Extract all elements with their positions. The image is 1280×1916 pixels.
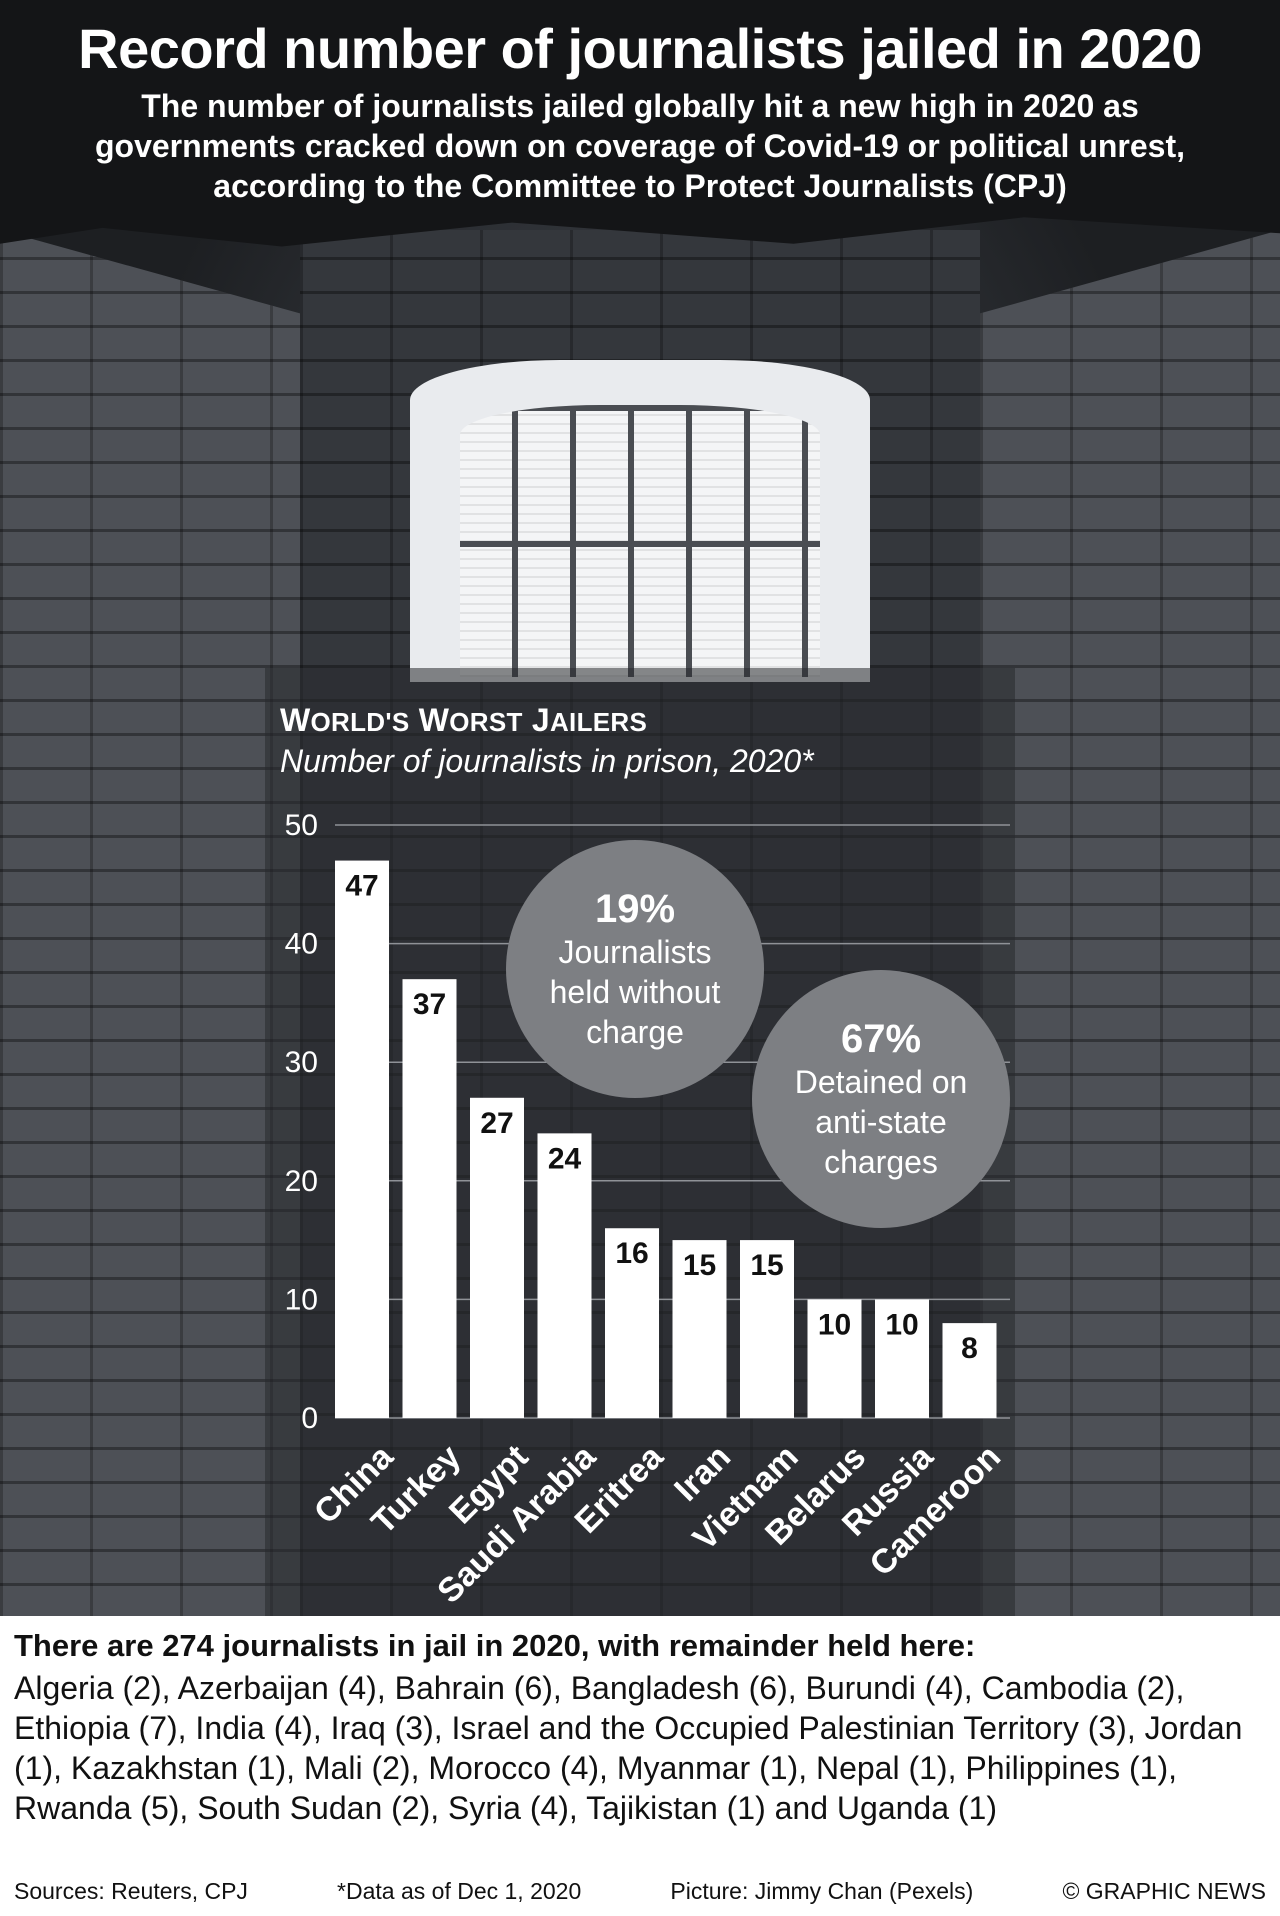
y-tick-label: 50 (285, 809, 318, 842)
chart-subtitle: Number of journalists in prison, 2020* (280, 743, 814, 779)
left-wall (0, 230, 300, 1616)
callout-text: Journalists held without charge (549, 934, 721, 1050)
bar-china (335, 860, 389, 1418)
ceiling-band (0, 0, 1280, 247)
callout-without-charge: 19% Journalists held without charge (506, 840, 764, 1098)
picture-credit: Picture: Jimmy Chan (Pexels) (670, 1878, 974, 1904)
bar-value-label: 47 (345, 870, 378, 903)
y-tick-label: 10 (285, 1283, 318, 1316)
callout-pct: 19% (594, 887, 676, 931)
y-tick-label: 0 (301, 1402, 318, 1435)
copyright: © GRAPHIC NEWS (1062, 1878, 1266, 1904)
chart-title: WORLD'S WORST JAILERS (280, 702, 648, 738)
callout-anti-state: 67% Detained on anti-state charges (752, 970, 1010, 1228)
bar-saudi-arabia (537, 1133, 592, 1418)
bar-egypt (470, 1097, 524, 1418)
y-tick-label: 30 (285, 1046, 318, 1079)
bar-chart: 0102030405047China37Turkey27Egypt24Saudi… (285, 809, 1010, 1611)
barred-window (460, 405, 820, 677)
callout-text: Detained on anti-state charges (794, 1064, 968, 1180)
bar-value-label: 10 (818, 1308, 851, 1341)
credits-line: Sources: Reuters, CPJ *Data as of Dec 1,… (14, 1876, 1266, 1906)
bar-value-label: 16 (615, 1237, 648, 1270)
bar-turkey (402, 979, 457, 1418)
bar-value-label: 10 (885, 1308, 918, 1341)
bar-value-label: 24 (548, 1142, 582, 1175)
footer-heading: There are 274 journalists in jail in 202… (14, 1628, 976, 1663)
bar-eritrea (605, 1228, 659, 1418)
footer-country-list: Algeria (2), Azerbaijan (4), Bahrain (6)… (14, 1670, 1243, 1826)
page-title: Record number of journalists jailed in 2… (78, 17, 1202, 80)
callout-pct: 67% (840, 1017, 922, 1061)
bar-value-label: 15 (683, 1249, 716, 1282)
footer (0, 1616, 1280, 1916)
y-tick-label: 20 (285, 1165, 318, 1198)
data-note: *Data as of Dec 1, 2020 (337, 1878, 582, 1904)
right-wall (980, 230, 1280, 1616)
bar-vietnam (740, 1240, 794, 1418)
bar-value-label: 27 (480, 1107, 513, 1140)
bar-value-label: 15 (750, 1249, 783, 1282)
page-subtitle: The number of journalists jailed globall… (94, 88, 1186, 204)
y-tick-label: 40 (285, 928, 318, 961)
bar-value-label: 37 (413, 988, 446, 1021)
bar-russia (875, 1299, 929, 1418)
sources: Sources: Reuters, CPJ (14, 1878, 248, 1904)
bar-iran (672, 1240, 727, 1418)
background-photo (0, 0, 1280, 1616)
bar-belarus (807, 1299, 862, 1418)
bar-value-label: 8 (961, 1332, 978, 1365)
bar-cameroon (942, 1323, 997, 1418)
